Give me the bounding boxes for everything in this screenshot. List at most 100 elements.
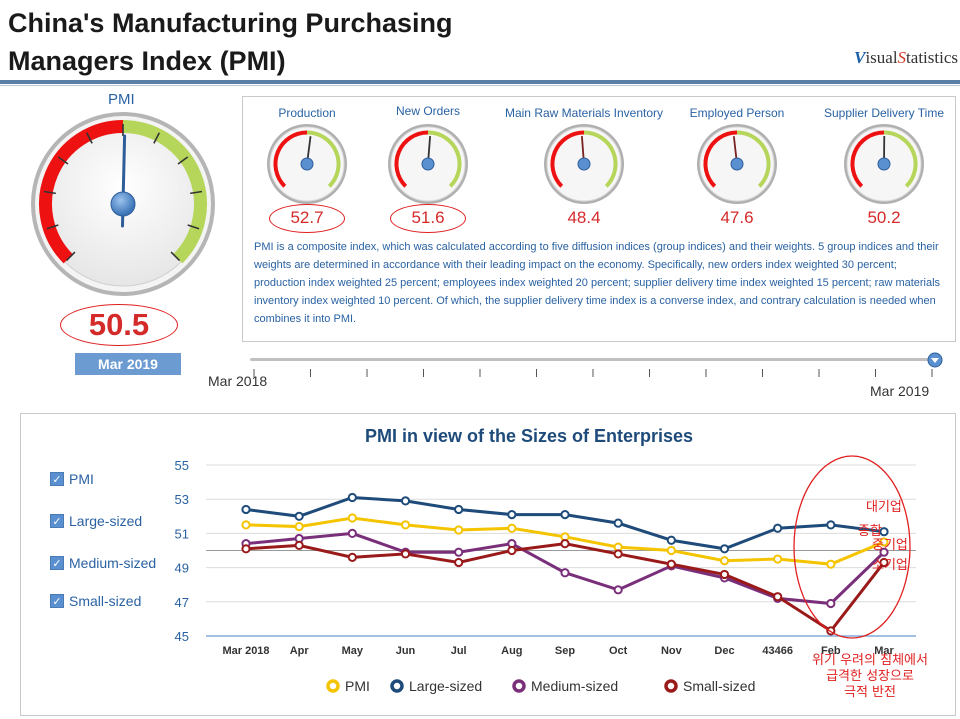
- data-point: [773, 592, 783, 602]
- data-point: [241, 544, 251, 554]
- checkbox-pmi[interactable]: ✓ PMI: [50, 471, 94, 487]
- pmi-value: 50.5: [60, 304, 178, 346]
- sub-gauge-dial: [388, 124, 468, 204]
- timeline-start-label: Mar 2018: [208, 373, 268, 389]
- annotation-medium: 중기업: [872, 538, 908, 553]
- data-point: [400, 496, 411, 506]
- data-point: [241, 504, 251, 515]
- annotation-overlap: 종합: [858, 524, 882, 539]
- timeline-end-label: Mar 2019: [870, 383, 930, 399]
- x-tick-label: Sep: [555, 645, 575, 657]
- size-line-chart: PMI in view of the Sizes of Enterprises 5…: [175, 426, 916, 694]
- data-point: [347, 528, 357, 539]
- data-point: [773, 554, 783, 564]
- check-icon: ✓: [50, 556, 64, 570]
- data-point: [666, 535, 676, 545]
- data-point: [507, 545, 517, 556]
- highlight-circle: [390, 204, 466, 233]
- data-point: [879, 537, 889, 547]
- data-point: [719, 556, 730, 566]
- x-tick-label: Jul: [451, 645, 467, 657]
- check-icon: ✓: [50, 594, 64, 608]
- data-point: [294, 521, 304, 532]
- legend-label: Small-sized: [683, 678, 755, 694]
- data-point: [560, 568, 570, 578]
- y-tick-label: 55: [175, 458, 189, 473]
- checkbox-large[interactable]: ✓ Large-sized: [50, 513, 142, 529]
- chart-title: PMI in view of the Sizes of Enterprises: [365, 426, 693, 446]
- data-point: [613, 585, 623, 595]
- x-tick-label: Mar: [874, 645, 894, 657]
- data-point: [347, 513, 357, 523]
- sub-index-panel: [242, 96, 956, 342]
- x-tick-label: Jun: [396, 645, 416, 657]
- series-line-small-sized: [245, 542, 886, 633]
- sub-gauge-dial: [697, 124, 777, 204]
- legend-label: PMI: [345, 678, 370, 694]
- y-tick-label: 47: [175, 595, 189, 610]
- timeline-slider[interactable]: [200, 350, 960, 390]
- data-point: [613, 518, 623, 528]
- x-tick-label: Mar 2018: [222, 645, 269, 657]
- x-tick-label: Feb: [821, 645, 841, 657]
- data-point: [666, 559, 676, 569]
- header-divider: [0, 80, 960, 84]
- data-point: [507, 509, 517, 520]
- check-icon: ✓: [50, 472, 64, 486]
- timeline-handle[interactable]: [927, 352, 943, 368]
- data-point: [560, 539, 570, 549]
- legend-label: Large-sized: [409, 678, 482, 694]
- x-tick-label: Aug: [501, 645, 522, 657]
- highlight-circle: [269, 204, 345, 233]
- title-line-1: China's Manufacturing Purchasing: [8, 8, 453, 38]
- annotation-bottom-line-1: 위기 우려의 침체에서: [812, 653, 928, 668]
- sub-gauge-title: Production: [278, 106, 336, 120]
- y-tick-label: 51: [175, 526, 189, 541]
- checkbox-medium-label: Medium-sized: [69, 555, 157, 571]
- annotation-ellipse: [793, 455, 911, 639]
- annotation-bottom-line-2: 급격한 성장으로: [826, 669, 914, 684]
- checkbox-medium[interactable]: ✓ Medium-sized: [50, 555, 156, 571]
- legend-label: Medium-sized: [531, 678, 618, 694]
- data-point: [400, 549, 411, 559]
- sub-gauge-title: Supplier Delivery Time: [823, 106, 945, 120]
- annotation-large: 대기업: [866, 500, 902, 515]
- data-point: [507, 523, 517, 533]
- data-point: [879, 527, 889, 537]
- x-tick-label: Apr: [290, 645, 310, 657]
- title-line-2: Managers Index (PMI): [8, 46, 286, 76]
- pmi-gauge-label: PMI: [108, 91, 135, 108]
- annotation-small: 소기업: [872, 558, 908, 573]
- checkbox-small[interactable]: ✓ Small-sized: [50, 593, 141, 609]
- brand-logo: VisualStatistics: [854, 48, 958, 67]
- data-point: [613, 549, 623, 559]
- checkbox-pmi-label: PMI: [69, 471, 94, 487]
- sub-gauge-dial: [844, 124, 924, 204]
- pmi-description: PMI is a composite index, which was calc…: [254, 241, 941, 325]
- legend-marker: [326, 679, 340, 693]
- annotation-bottom: 위기 우려의 침체에서 급격한 성장으로 극적 반전: [780, 653, 960, 701]
- data-point: [347, 552, 357, 562]
- legend-marker: [664, 679, 678, 693]
- sub-gauge-dial: [267, 124, 347, 204]
- check-icon: ✓: [50, 514, 64, 528]
- x-tick-label: 43466: [762, 645, 793, 657]
- data-point: [826, 598, 836, 609]
- data-point: [454, 525, 464, 535]
- x-tick-label: Oct: [609, 645, 628, 657]
- sub-gauge-dial: [544, 124, 624, 204]
- data-point: [826, 559, 836, 569]
- data-point: [879, 557, 889, 568]
- data-point: [666, 545, 676, 556]
- data-point: [294, 540, 304, 550]
- data-point: [347, 492, 357, 503]
- checkbox-small-label: Small-sized: [69, 593, 142, 609]
- sub-gauge-value: 48.4: [567, 208, 601, 227]
- data-point: [294, 511, 304, 521]
- sub-gauge-title: New Orders: [395, 104, 460, 118]
- legend-marker: [512, 679, 526, 693]
- data-point: [454, 547, 464, 557]
- data-point: [719, 569, 730, 580]
- legend-marker: [390, 679, 404, 693]
- sub-gauge-title: Employed Person: [689, 106, 785, 120]
